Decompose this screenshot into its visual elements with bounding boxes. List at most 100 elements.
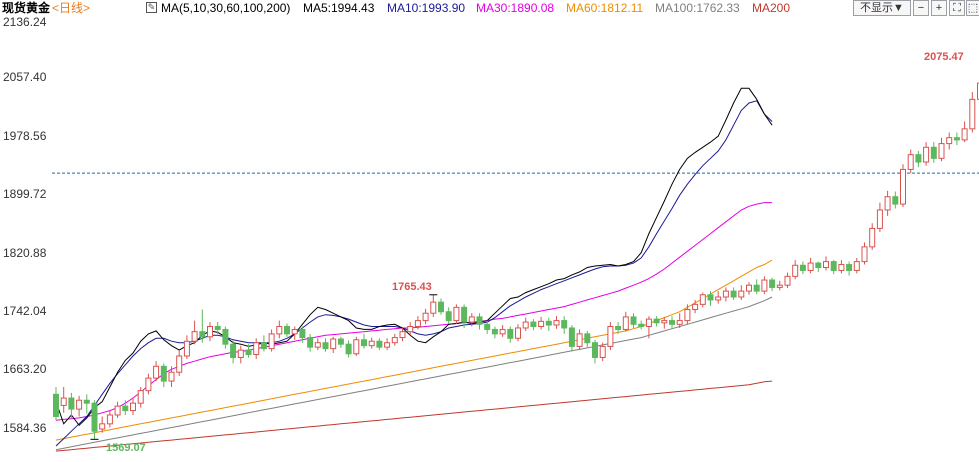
candle bbox=[592, 339, 598, 364]
candle bbox=[168, 366, 175, 387]
candle bbox=[461, 304, 468, 328]
candle-body bbox=[260, 342, 267, 350]
candle bbox=[68, 392, 75, 418]
candle-body bbox=[522, 321, 529, 329]
candle-body bbox=[853, 261, 860, 271]
candle-body bbox=[507, 328, 514, 339]
candle bbox=[445, 307, 452, 324]
candle-body bbox=[445, 311, 452, 322]
candle-body bbox=[576, 333, 583, 347]
candle bbox=[399, 327, 406, 342]
candle-body bbox=[776, 284, 783, 288]
candle bbox=[530, 319, 537, 331]
hide-dropdown-button[interactable]: 不显示▼ bbox=[853, 0, 911, 16]
candle bbox=[245, 344, 252, 358]
candle bbox=[76, 395, 83, 417]
candle bbox=[969, 91, 976, 133]
candle-body bbox=[653, 318, 660, 324]
candle bbox=[799, 261, 806, 275]
candle-body bbox=[337, 338, 344, 345]
candle-body bbox=[884, 196, 891, 211]
candle-body bbox=[538, 320, 545, 327]
ma5-line bbox=[55, 87, 773, 427]
y-tick-label: 2136.24 bbox=[3, 15, 47, 29]
candle-body bbox=[99, 423, 106, 430]
minus-button[interactable]: − bbox=[913, 0, 929, 16]
candle-body bbox=[907, 154, 914, 170]
candle bbox=[915, 150, 922, 168]
candle-body bbox=[491, 328, 498, 335]
candle-body bbox=[792, 264, 799, 277]
candle bbox=[684, 304, 691, 325]
candle-body bbox=[553, 320, 560, 326]
candle-body bbox=[345, 343, 352, 355]
candle bbox=[715, 291, 722, 304]
candle bbox=[122, 400, 129, 415]
period-selector[interactable]: <日线> bbox=[52, 1, 91, 15]
candle-body bbox=[230, 343, 237, 358]
candle bbox=[237, 345, 244, 364]
fullscreen-icon[interactable]: ⛶ bbox=[949, 0, 965, 16]
candle-body bbox=[799, 264, 806, 271]
candle bbox=[176, 350, 183, 376]
candle bbox=[722, 287, 729, 302]
candle bbox=[738, 285, 745, 300]
candle-body bbox=[930, 146, 937, 159]
y-tick-label: 1820.88 bbox=[3, 246, 47, 260]
candle bbox=[253, 338, 260, 359]
candle bbox=[538, 316, 545, 330]
candle-body bbox=[368, 340, 375, 347]
candle-body bbox=[530, 321, 537, 327]
candle bbox=[977, 82, 979, 100]
candle bbox=[661, 316, 668, 329]
candle-body bbox=[746, 284, 752, 292]
ma-settings-icon[interactable]: ✎ bbox=[146, 2, 157, 13]
candle bbox=[776, 280, 783, 291]
candle bbox=[900, 164, 906, 208]
candle-body bbox=[769, 279, 776, 288]
candle-body bbox=[137, 390, 144, 404]
candle bbox=[846, 261, 853, 276]
candle bbox=[784, 272, 791, 289]
candle bbox=[207, 322, 213, 342]
candle-body bbox=[114, 405, 121, 416]
candle bbox=[284, 323, 290, 337]
candle bbox=[946, 132, 953, 150]
candle-body bbox=[253, 342, 260, 356]
plus-button[interactable]: + bbox=[931, 0, 947, 16]
candle-body bbox=[160, 365, 167, 382]
candle bbox=[130, 398, 136, 415]
candle bbox=[599, 342, 606, 362]
candle-body bbox=[207, 325, 213, 338]
candle bbox=[222, 326, 229, 349]
candle-body bbox=[237, 349, 244, 358]
ma10-value: MA10:1993.90 bbox=[387, 1, 466, 15]
high-price-label: 2075.47 bbox=[924, 51, 964, 63]
restore-icon[interactable]: ⬚ bbox=[966, 0, 979, 16]
candle bbox=[345, 340, 352, 358]
candle-body bbox=[83, 399, 90, 404]
candle-body bbox=[892, 196, 899, 205]
candle bbox=[145, 373, 152, 395]
y-tick-label: 1663.20 bbox=[3, 362, 47, 376]
candle bbox=[938, 137, 945, 162]
candle bbox=[276, 320, 283, 339]
candle-body bbox=[284, 325, 290, 335]
ma200-line bbox=[55, 380, 773, 452]
y-tick-label: 1742.04 bbox=[3, 304, 47, 318]
candle bbox=[453, 304, 460, 325]
candle bbox=[730, 287, 737, 300]
candle bbox=[753, 279, 760, 295]
candle-body bbox=[299, 328, 306, 339]
candle-body bbox=[268, 333, 275, 350]
candle-body bbox=[353, 339, 360, 355]
candle-body bbox=[938, 143, 945, 159]
ma-params-label: MA(5,10,30,60,100,200) bbox=[161, 1, 291, 15]
ma60-line bbox=[55, 259, 773, 441]
candle bbox=[230, 340, 237, 364]
candle-body bbox=[722, 290, 729, 298]
candle-body bbox=[183, 340, 190, 357]
candle-body bbox=[561, 320, 568, 329]
candle bbox=[615, 322, 622, 334]
candle bbox=[430, 294, 437, 317]
